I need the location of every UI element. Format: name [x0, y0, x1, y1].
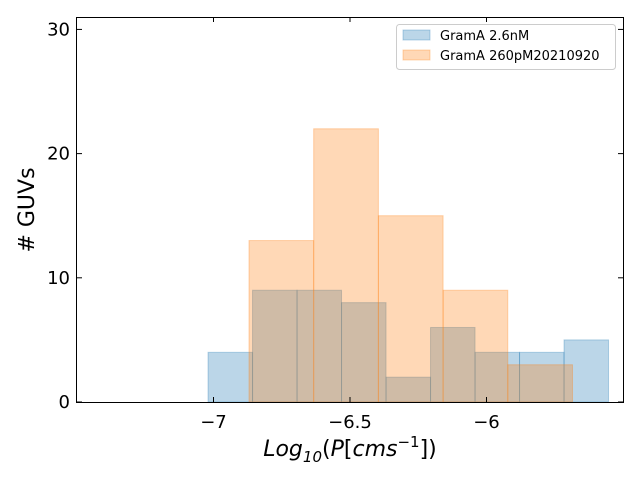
x-tick-label: −6.5 — [328, 412, 372, 433]
x-tick-label: −6 — [473, 412, 500, 433]
legend-label-2: GramA 260pM20210920 — [440, 49, 600, 64]
legend: GramA 2.6nM GramA 260pM20210920 — [396, 24, 616, 70]
bar-series-2-bin-4 — [442, 289, 509, 403]
bar-series-2-bin-1 — [248, 240, 315, 403]
y-tick-label: 0 — [59, 392, 70, 413]
y-tick-label: 20 — [47, 144, 70, 165]
bar-series-1-bin-5 — [385, 376, 432, 403]
legend-label-1: GramA 2.6nM — [440, 29, 529, 44]
y-axis-label: # GUVs — [15, 167, 40, 252]
bar-series-2-bin-2 — [313, 128, 379, 403]
y-axis-label-text: # GUVs — [15, 167, 40, 252]
legend-swatch-1 — [402, 29, 431, 41]
ticks-layer: −7 −6.5 −6 0 10 20 30 — [47, 17, 623, 433]
x-axis-label: Log10(P[cms−1]) — [263, 433, 437, 466]
bar-series-1-bin-4 — [341, 302, 387, 403]
bar-series-2-bin-5 — [507, 364, 573, 403]
bar-series-1-bin-9 — [563, 339, 610, 403]
legend-box — [396, 24, 616, 70]
bar-series-1-bin-2 — [252, 289, 298, 403]
bars-layer — [207, 128, 610, 403]
y-tick-label: 10 — [47, 268, 70, 289]
bar-series-2-bin-3 — [377, 215, 444, 403]
bar-series-1-bin-7 — [474, 351, 521, 403]
bar-series-1-bin-1 — [207, 351, 254, 403]
legend-swatch-2 — [402, 49, 431, 61]
x-tick-label: −7 — [200, 412, 227, 433]
y-tick-label: 30 — [47, 19, 70, 40]
bar-series-1-bin-3 — [296, 289, 343, 403]
